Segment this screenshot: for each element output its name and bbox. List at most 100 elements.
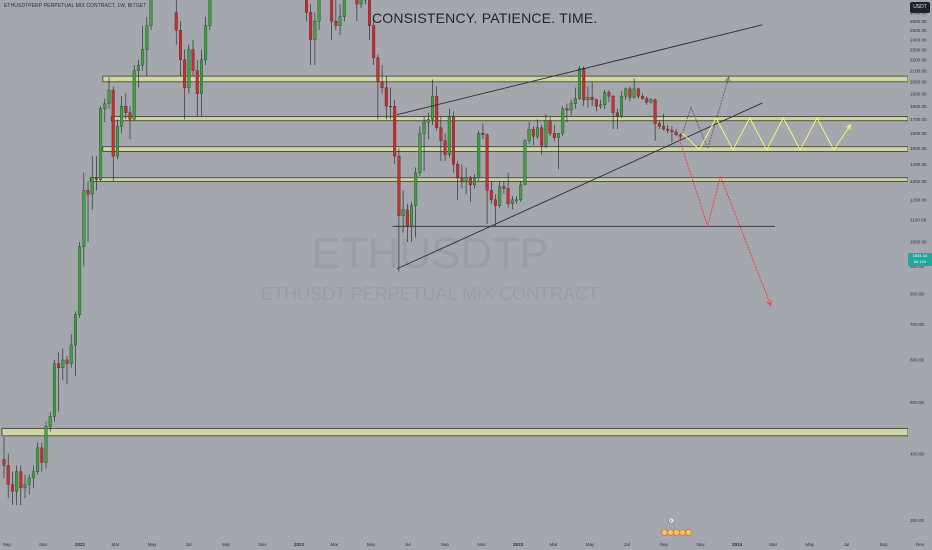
event-dot-icon[interactable]	[685, 529, 692, 536]
candle-body	[561, 108, 565, 134]
candle-body	[23, 484, 27, 488]
projection-breakout-arrow	[725, 76, 731, 83]
candle-body	[397, 155, 401, 216]
candle-body	[666, 128, 670, 131]
candle-body	[401, 209, 405, 216]
candle-body	[82, 190, 86, 247]
candle-body	[628, 88, 632, 98]
candle-body	[678, 134, 682, 137]
x-tick-label: Jul	[405, 542, 411, 547]
candle-body	[523, 140, 527, 186]
candle-body	[94, 177, 98, 180]
trendline-channel-upper	[396, 24, 763, 116]
candle-body	[422, 121, 426, 134]
y-tick-label: 300.00	[910, 518, 924, 523]
candle-body	[494, 199, 497, 206]
candle-body	[65, 359, 69, 364]
y-tick-label: 1700.00	[910, 117, 927, 122]
candle-body	[107, 89, 111, 104]
candle-body	[136, 64, 140, 71]
candle-body	[552, 133, 556, 138]
x-tick-label: Sep	[441, 542, 450, 547]
x-tick-label: Jul	[843, 542, 849, 547]
x-tick-label: 2022	[294, 542, 305, 547]
candle-body	[141, 49, 145, 66]
last-price-tag: 1581.44 5d 12h	[908, 253, 932, 266]
candle-body	[208, 0, 212, 26]
candle-body	[338, 16, 342, 26]
candle-body	[86, 190, 90, 195]
candles-layer	[2, 0, 682, 506]
currency-badge[interactable]: USDT	[910, 2, 930, 13]
candle-body	[69, 344, 73, 364]
candle-body	[557, 133, 560, 138]
candle-body	[372, 25, 376, 58]
y-tick-label: 1100.00	[910, 218, 927, 223]
last-price-value: 1581.44	[912, 253, 928, 258]
candle-body	[611, 95, 615, 113]
candle-body	[376, 57, 380, 82]
y-tick-label: 2600.00	[910, 19, 927, 24]
candle-body	[536, 127, 539, 137]
candle-body	[653, 99, 657, 124]
candle-body	[460, 177, 464, 182]
candle-body	[464, 177, 468, 182]
candle-body	[380, 81, 384, 88]
candle-body	[317, 0, 321, 22]
y-tick-label: 1800.00	[910, 104, 927, 109]
candle-body	[99, 108, 103, 180]
x-tick-label: Nov	[39, 542, 48, 547]
y-axis-background	[908, 0, 932, 550]
candle-body	[78, 246, 82, 315]
y-axis[interactable]: 300.00 400.00 500.00 600.00 700.00 800.00 900.…	[908, 0, 932, 550]
candle-body	[73, 314, 77, 346]
symbol-title[interactable]: ETHUSDTPERP PERPETUAL MIX CONTRACT, 1W, …	[4, 3, 147, 9]
candle-body	[531, 128, 535, 137]
candle-body	[191, 49, 195, 71]
candle-body	[31, 471, 35, 479]
event-marker-icon[interactable]: E	[668, 517, 675, 524]
candle-body	[590, 97, 594, 100]
y-tick-label: 2100.00	[910, 68, 927, 73]
x-tick-label: Mar	[331, 542, 339, 547]
candle-body	[111, 89, 115, 157]
x-tick-label: May	[148, 542, 157, 547]
y-tick-label: 500.00	[910, 400, 924, 405]
candle-body	[19, 471, 23, 488]
candle-body	[674, 131, 678, 135]
candle-body	[544, 120, 548, 146]
horizontal-zone	[102, 146, 909, 152]
candle-body	[456, 164, 460, 178]
watermark-description: ETHUSDT PERPETUAL MIX CONTRACT	[261, 284, 599, 304]
candle-body	[309, 12, 313, 40]
projection-breakdown-arrow	[766, 300, 772, 307]
candle-body	[620, 95, 623, 117]
x-tick-label: May	[367, 542, 376, 547]
x-tick-label: Jul	[624, 542, 630, 547]
horizontal-zone	[110, 116, 909, 122]
x-tick-label: Nov	[696, 542, 705, 547]
x-tick-label: Nov	[477, 542, 486, 547]
candle-body	[519, 184, 523, 200]
x-axis[interactable]: Sep Nov 2021 Mar May Jul Sep Nov 2022 Mar May Jul Se…	[0, 536, 932, 550]
candle-body	[607, 92, 611, 97]
candle-body	[431, 95, 434, 120]
x-tick-label: Mar	[111, 542, 119, 547]
candle-body	[632, 88, 636, 98]
candle-body	[2, 459, 6, 466]
x-tick-label: May	[805, 542, 814, 547]
projection-breakdown	[677, 136, 772, 306]
candle-body	[578, 68, 581, 99]
candle-body	[548, 120, 552, 134]
candle-body	[418, 133, 422, 173]
y-tick-label: 400.00	[910, 451, 924, 456]
event-badges[interactable]	[661, 529, 692, 536]
candle-body	[330, 0, 334, 22]
candle-body	[582, 68, 586, 100]
candle-body	[90, 177, 94, 195]
x-tick-label: Nov	[916, 542, 925, 547]
x-tick-label: 2023	[513, 542, 524, 547]
candle-body	[128, 112, 132, 120]
